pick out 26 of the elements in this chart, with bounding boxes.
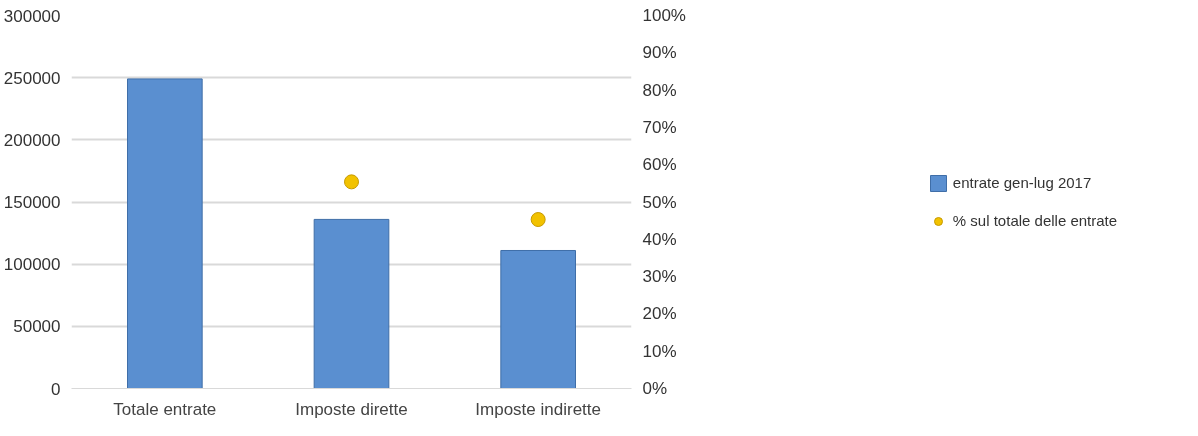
- legend-label: % sul totale delle entrate: [952, 212, 1118, 229]
- bar: [500, 249, 576, 389]
- bar: [127, 78, 203, 389]
- y2-tick-label: 90%: [642, 43, 677, 63]
- y2-tick-label: 70%: [642, 117, 677, 137]
- y2-tick-label: 30%: [642, 267, 677, 287]
- y2-tick-label: 40%: [642, 229, 677, 249]
- bar: [313, 218, 390, 389]
- y2-tick-label: 80%: [642, 80, 677, 100]
- x-tick-label: Totale entrate: [113, 399, 217, 419]
- y2-tick-label: 20%: [642, 304, 677, 324]
- x-tick-label: Imposte dirette: [295, 399, 408, 419]
- y2-tick-label: 100%: [642, 6, 686, 25]
- y2-tick-label: 60%: [642, 155, 677, 175]
- y2-tick-label: 50%: [642, 192, 677, 212]
- legend-label: entrate gen-lug 2017: [952, 174, 1092, 191]
- x-tick-label: Imposte indirette: [475, 399, 602, 419]
- y-tick-label: 200000: [3, 130, 61, 150]
- y-tick-label: 100000: [3, 255, 61, 275]
- y-tick-label: 50000: [13, 317, 61, 337]
- y-tick-label: 300000: [3, 6, 61, 26]
- y2-tick-label: 10%: [642, 341, 677, 361]
- y-tick-label: 250000: [3, 68, 61, 88]
- y-tick-label: 0: [51, 379, 61, 399]
- y-tick-label: 150000: [3, 193, 61, 212]
- y2-tick-label: 0%: [642, 379, 668, 398]
